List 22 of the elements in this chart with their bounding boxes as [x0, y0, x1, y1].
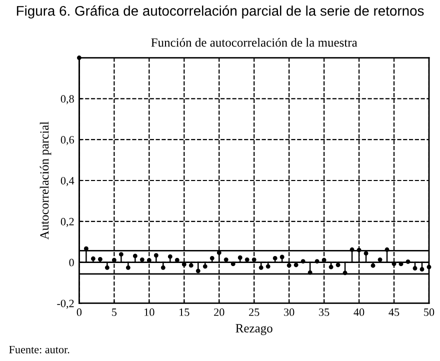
x-tick-label: 35 [319, 308, 330, 316]
y-tick-label: 0,8 [60, 95, 74, 104]
x-tick-label: 30 [284, 308, 294, 316]
x-tick-label: 20 [214, 308, 224, 316]
x-tick-label: 5 [112, 308, 117, 316]
x-axis-title: Rezago [236, 324, 272, 336]
y-tick-label: 0,2 [60, 218, 74, 227]
chart-title: Figura 6. Gráfica de autocorrelación parcial de la serie de retornos [16, 5, 424, 19]
source-note: Fuente: autor. [9, 346, 70, 354]
x-tick-label: 0 [76, 308, 82, 316]
y-tick-label: 0,4 [60, 176, 74, 186]
y-tick-label: 0,6 [60, 136, 74, 146]
x-tick-label: 45 [388, 308, 400, 316]
chart-subtitle: Función de autocorrelación de la muestra [151, 38, 358, 47]
y-tick-label: -0,2 [57, 300, 74, 309]
x-tick-label: 15 [180, 308, 190, 316]
y-axis-title: Autocorrelación parcial [40, 122, 52, 240]
x-tick-label: 50 [424, 308, 434, 316]
x-tick-label: 25 [249, 308, 260, 316]
x-tick-label: 40 [354, 308, 364, 316]
y-tick-label: 0 [69, 258, 74, 266]
x-tick-label: 10 [144, 308, 154, 316]
